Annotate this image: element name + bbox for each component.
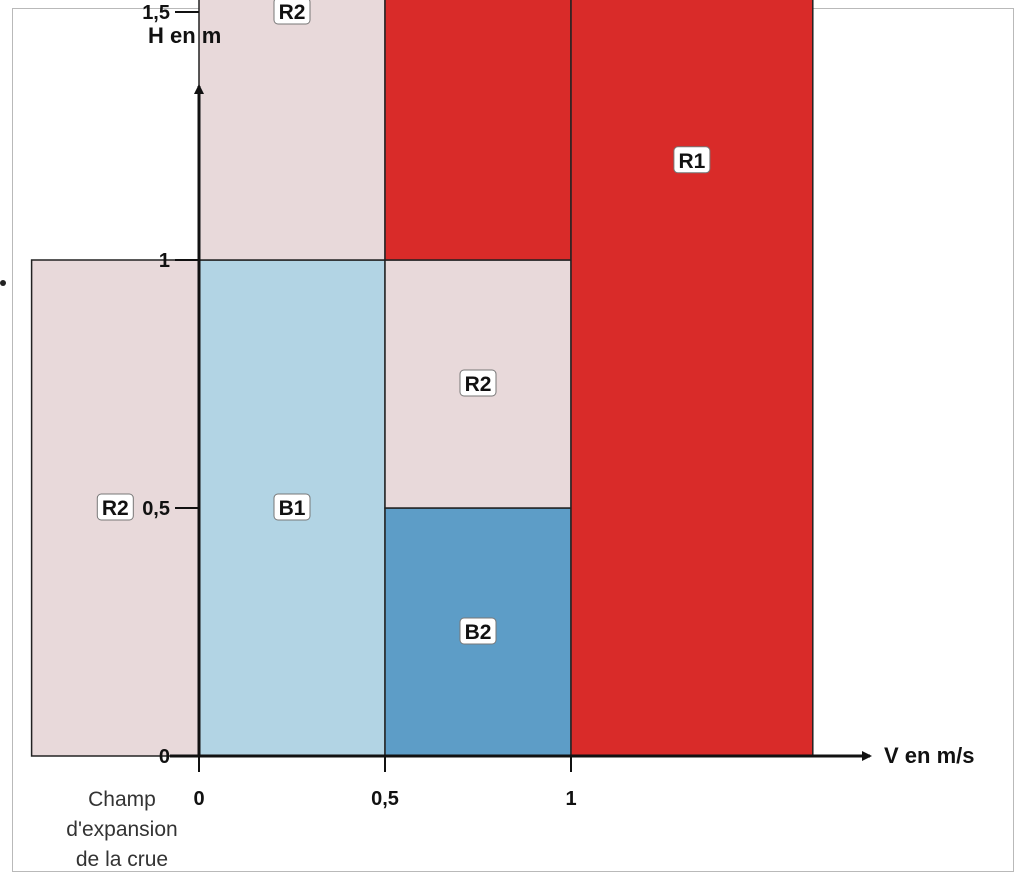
zone-label: B2 bbox=[465, 621, 492, 644]
zone-label-box bbox=[273, 0, 311, 25]
bullet-dot bbox=[0, 280, 6, 286]
zone-label: R2 bbox=[465, 373, 492, 396]
zone-label-box bbox=[273, 493, 311, 521]
zone-r1-7 bbox=[570, 0, 814, 757]
y-tick-label: 0,5 bbox=[142, 498, 170, 520]
y-tick-label: 0 bbox=[159, 746, 170, 768]
zone-label: R2 bbox=[279, 1, 306, 24]
y-tick-label: 1,5 bbox=[142, 2, 170, 24]
zone-label: R1 bbox=[678, 150, 705, 173]
x-tick-label: 0 bbox=[193, 788, 204, 810]
zone-label: R2 bbox=[102, 497, 129, 520]
x-axis-title: V en m/s bbox=[884, 743, 974, 768]
zone-label-box bbox=[459, 617, 497, 645]
y-axis-title: H en m bbox=[148, 23, 221, 48]
expansion-note-line-3: de la crue bbox=[76, 848, 168, 871]
zone-label-box bbox=[96, 493, 134, 521]
expansion-note-line-2: d'expansion bbox=[66, 818, 177, 841]
zone-label-box bbox=[673, 146, 711, 174]
zone-r1-6 bbox=[384, 0, 572, 261]
zone-r2-2 bbox=[198, 0, 386, 261]
x-tick-label: 1 bbox=[565, 788, 576, 810]
expansion-note-line-1: Champ bbox=[88, 788, 156, 811]
zone-label-box bbox=[459, 369, 497, 397]
zone-label: B1 bbox=[279, 497, 306, 520]
x-tick-label: 0,5 bbox=[371, 788, 399, 810]
y-tick-label: 1 bbox=[159, 250, 170, 272]
